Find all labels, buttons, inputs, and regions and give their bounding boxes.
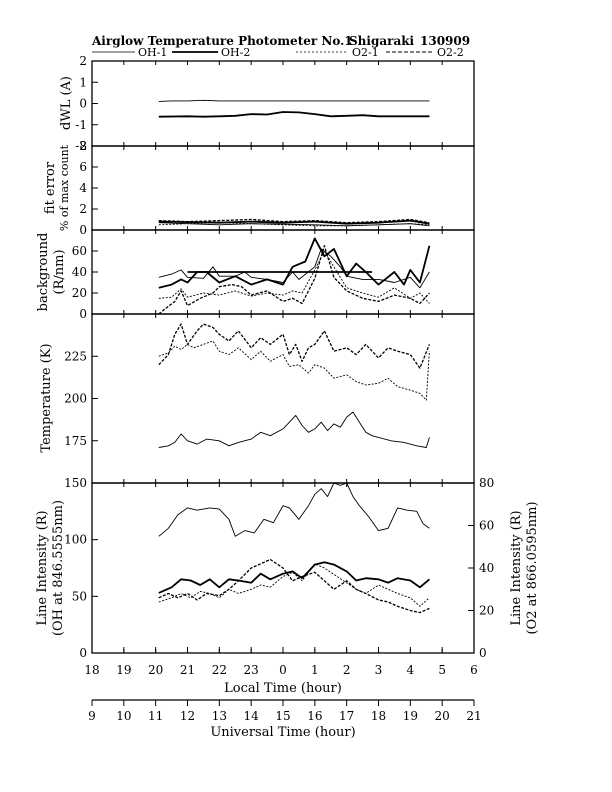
ut-tick-label: 9 (88, 709, 96, 723)
series-line-temperature-oh-1 (158, 411, 430, 448)
series-line-intensity-oh-1 (158, 482, 430, 537)
y-tick-label: 6 (79, 160, 87, 174)
series-line-temperature-o2-2 (158, 323, 431, 369)
local-tick-label: 4 (407, 663, 415, 677)
series-line-background-oh-2 (158, 237, 431, 289)
series-line-fit_error-o2-1 (158, 222, 430, 227)
y-tick-label: 1 (79, 75, 87, 89)
local-tick-label: 0 (279, 663, 287, 677)
legend-label-oh1: OH-1 (138, 46, 167, 59)
local-tick-label: 6 (470, 663, 478, 677)
legend: OH-1 OH-2 O2-1 O2-2 (92, 46, 464, 59)
series-line-intensity-o2-1 (158, 563, 430, 607)
y-tick-label: 100 (64, 533, 87, 547)
panel-dwl-frame (91, 60, 475, 147)
chart-title: Airglow Temperature Photometer No.1 (91, 34, 353, 48)
ut-tick-label: 21 (466, 709, 481, 723)
ut-tick-label: 17 (339, 709, 354, 723)
local-tick-label: 22 (212, 663, 227, 677)
y-tick-label: 40 (72, 265, 87, 279)
series-line-background-o2-2 (158, 245, 430, 315)
ut-tick-label: 15 (275, 709, 290, 723)
y-tick-label: 50 (72, 589, 87, 603)
ylabel-background-1: background (36, 233, 51, 312)
ylabel-intensity-left-1: Line Intensity (R) (35, 510, 50, 625)
ylabel-intensity-right-1: Line Intensity (R) (509, 510, 524, 625)
ut-tick-label: 10 (116, 709, 131, 723)
y-tick-label: 225 (64, 349, 87, 363)
y-tick-label-right: 20 (479, 604, 494, 618)
ut-tick-label: 13 (212, 709, 227, 723)
ylabel-temperature: Temperature (K) (39, 343, 54, 452)
panel-fit-error-frame (91, 145, 475, 231)
local-tick-label: 21 (180, 663, 195, 677)
ut-tick-label: 18 (371, 709, 386, 723)
y-tick-label: 4 (79, 181, 87, 195)
chart-title-site: Shigaraki (349, 34, 415, 48)
local-tick-label: 2 (343, 663, 351, 677)
y-tick-label: 150 (64, 476, 87, 490)
ut-tick-label: 12 (180, 709, 195, 723)
local-tick-label: 18 (84, 663, 99, 677)
legend-label-o22: O2-2 (437, 46, 464, 59)
y-tick-label: 0 (79, 223, 87, 237)
y-tick-label: -1 (75, 118, 87, 132)
ut-tick-label: 14 (244, 709, 260, 723)
ut-tick-label: 11 (148, 709, 163, 723)
series-layer (158, 99, 431, 614)
y-axis-labels: dWL (A) fit error % of max count backgro… (35, 76, 540, 636)
series-line-intensity-o2-2 (158, 558, 430, 614)
series-line-fit_error-oh-2 (158, 219, 430, 225)
y-tick-label: 0 (79, 97, 87, 111)
y-tick-label-right: 60 (479, 519, 494, 533)
ylabel-fit-error-2: % of max count (58, 144, 71, 231)
chart-title-group: Airglow Temperature Photometer No.1 Shig… (91, 34, 470, 48)
y-tick-label: 0 (79, 307, 87, 321)
xlabel-ut: Universal Time (hour) (210, 725, 355, 740)
local-tick-label: 20 (148, 663, 163, 677)
y-tick-label: 0 (79, 646, 87, 660)
local-tick-label: 5 (438, 663, 446, 677)
ut-tick-label: 20 (435, 709, 450, 723)
local-tick-label: 1 (311, 663, 319, 677)
series-line-temperature-o2-1 (158, 340, 430, 401)
y-tick-label: 175 (64, 434, 87, 448)
ticks-layer: 1891910201121122213231401511621731841952… (64, 54, 494, 723)
series-line-dwl-oh-2 (158, 111, 430, 118)
chart-title-date: 130909 (420, 34, 470, 48)
ut-tick-label: 16 (307, 709, 322, 723)
local-tick-label: 23 (244, 663, 259, 677)
y-tick-label-right: 40 (479, 561, 494, 575)
y-tick-label: 2 (79, 202, 87, 216)
series-line-dwl-oh-1 (158, 99, 430, 102)
y-tick-label-right: 80 (479, 476, 494, 490)
ylabel-background-2: (R/nm) (52, 249, 67, 294)
y-tick-label: 8 (79, 139, 87, 153)
legend-label-o21: O2-1 (352, 46, 379, 59)
ylabel-fit-error-1: fit error (43, 161, 58, 214)
series-line-fit_error-o2-2 (158, 218, 430, 224)
series-line-background-o2-1 (158, 250, 430, 304)
y-tick-label: -2 (75, 139, 87, 153)
xlabel-local: Local Time (hour) (224, 681, 342, 696)
series-line-background-oh-1 (158, 248, 430, 289)
panel-temperature-frame (91, 313, 475, 484)
ylabel-intensity-left-2: (OH at 846.5555nm) (51, 500, 66, 636)
ut-tick-label: 19 (403, 709, 418, 723)
local-tick-label: 3 (375, 663, 383, 677)
local-tick-label: 19 (116, 663, 131, 677)
y-tick-label: 20 (72, 286, 87, 300)
ylabel-dwl: dWL (A) (59, 76, 74, 130)
y-tick-label: 2 (79, 54, 87, 68)
ylabel-intensity-right-2: (O2 at 866.0595nm) (525, 501, 540, 634)
series-line-intensity-oh-2 (158, 561, 430, 594)
legend-label-oh2: OH-2 (221, 46, 250, 59)
y-tick-label-right: 0 (479, 646, 487, 660)
y-tick-label: 60 (72, 244, 87, 258)
y-tick-label: 200 (64, 392, 87, 406)
